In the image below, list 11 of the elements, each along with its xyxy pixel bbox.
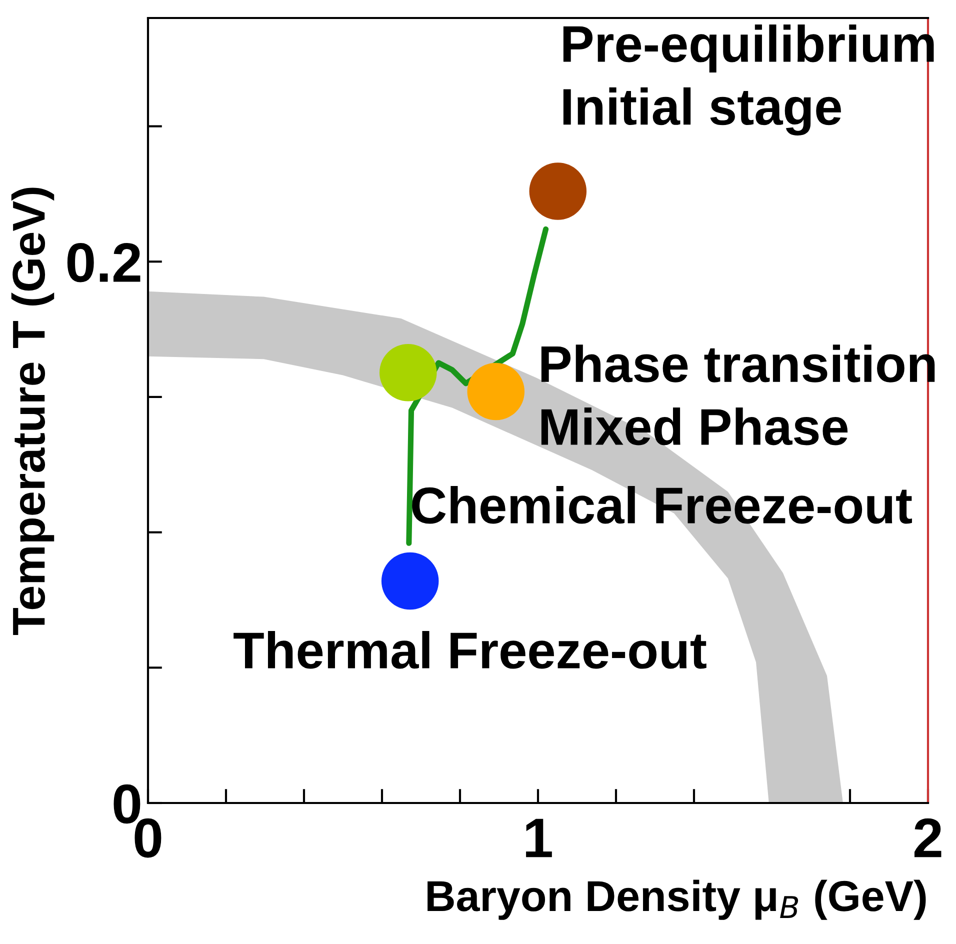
annotation: Thermal Freeze-out xyxy=(234,631,706,669)
point xyxy=(380,344,437,402)
x-axis-title: Baryon Density μ$_{B}$ (GeV) xyxy=(428,880,926,920)
y-tick-label: 0.2 xyxy=(67,242,140,282)
x-tick-label: 1 xyxy=(526,818,552,858)
annotation: Chemical Freeze-out xyxy=(412,486,912,524)
y-axis-title: Temperature T (GeV) xyxy=(11,188,54,635)
point xyxy=(381,552,439,610)
point xyxy=(467,362,525,420)
x-tick-label: 2 xyxy=(914,818,942,858)
point xyxy=(529,162,587,220)
